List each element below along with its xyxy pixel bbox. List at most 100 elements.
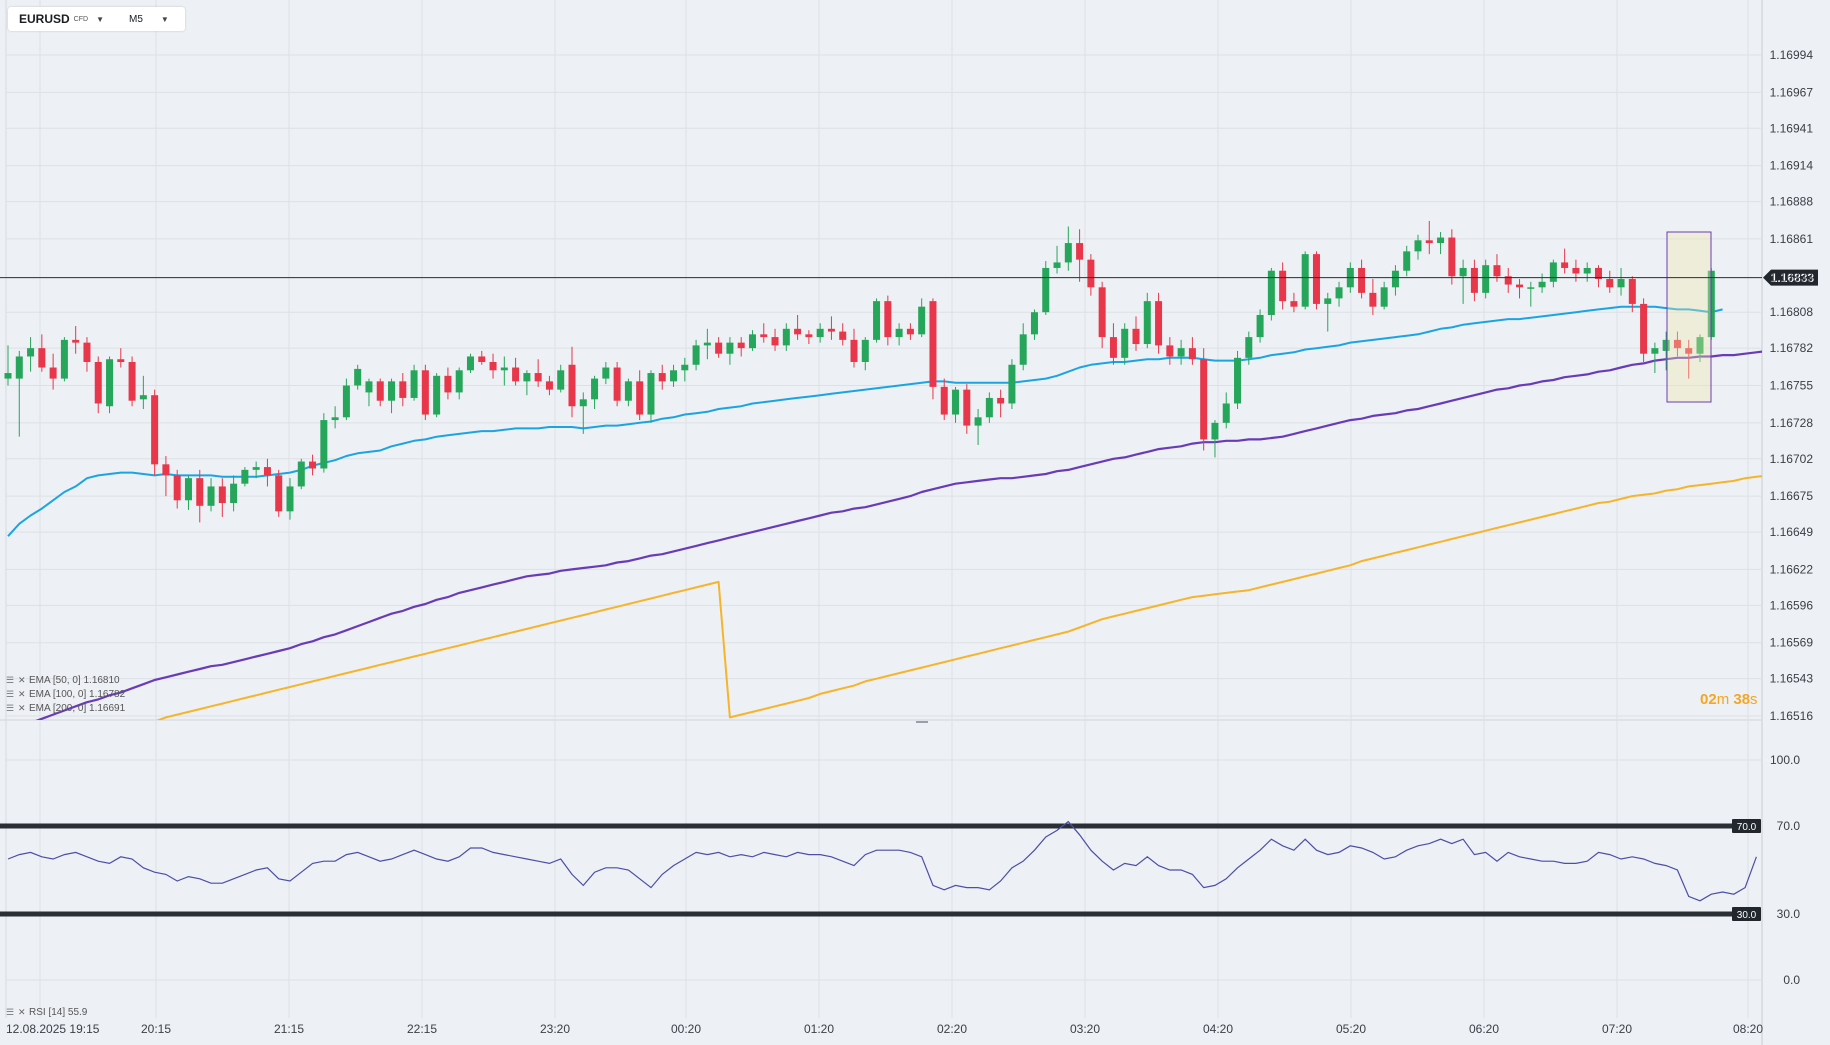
close-icon[interactable]: ✕ bbox=[18, 702, 26, 713]
candle-body bbox=[1583, 267, 1591, 274]
candle-body bbox=[1245, 337, 1253, 358]
candle-body bbox=[681, 364, 689, 371]
candle-body bbox=[760, 334, 768, 338]
price-tick-label: 1.16755 bbox=[1770, 379, 1814, 393]
candle-body bbox=[263, 467, 271, 476]
candle-body bbox=[444, 375, 452, 393]
candle-body bbox=[805, 334, 813, 338]
price-tick-label: 1.16702 bbox=[1770, 452, 1814, 466]
pane-splitter-handle[interactable] bbox=[916, 721, 928, 723]
close-icon[interactable]: ✕ bbox=[18, 688, 26, 699]
ema-100-layer bbox=[35, 350, 1762, 720]
candle-body bbox=[365, 381, 373, 393]
timeframe-dropdown[interactable]: M5 ▼ bbox=[129, 14, 169, 25]
candle-body bbox=[568, 364, 576, 407]
candle-body bbox=[1324, 298, 1332, 304]
time-tick-label: 02:20 bbox=[937, 1022, 967, 1036]
candle-body bbox=[1301, 254, 1309, 307]
price-tick-label: 1.16675 bbox=[1770, 489, 1814, 503]
chevron-down-icon: ▼ bbox=[160, 14, 169, 24]
candle-body bbox=[545, 381, 553, 390]
symbol-dropdown[interactable]: EURUSD CFD ▼ bbox=[19, 12, 129, 26]
candle-body bbox=[342, 385, 350, 418]
ema-100-line bbox=[35, 350, 1762, 720]
candle-body bbox=[1188, 348, 1196, 360]
time-tick-label: 01:20 bbox=[804, 1022, 834, 1036]
candle-body bbox=[354, 368, 362, 386]
candle-body bbox=[771, 337, 779, 346]
candle-body bbox=[196, 478, 204, 506]
candle-body bbox=[1414, 240, 1422, 252]
candle-body bbox=[60, 339, 68, 379]
price-tick-label: 1.16728 bbox=[1770, 416, 1814, 430]
time-tick-label: 08:20 bbox=[1733, 1022, 1763, 1036]
rsi-layer: 70.0 30.0 bbox=[0, 819, 1761, 921]
candle-body bbox=[466, 356, 474, 371]
candle-body bbox=[1019, 334, 1027, 365]
indicator-label: RSI [14] 55.9 bbox=[29, 1006, 88, 1018]
selection-highlight-box bbox=[1666, 231, 1712, 403]
candle-body bbox=[331, 417, 339, 421]
candle-body bbox=[1628, 279, 1636, 304]
indicator-label: EMA [100, 0] 1.16782 bbox=[29, 688, 126, 700]
ema-200-layer bbox=[155, 475, 1762, 720]
candle-body bbox=[918, 306, 926, 335]
time-tick-label: 05:20 bbox=[1336, 1022, 1366, 1036]
candle-body bbox=[1143, 301, 1151, 345]
candle-body bbox=[1234, 357, 1242, 404]
candle-body bbox=[1516, 284, 1524, 288]
candle-body bbox=[162, 464, 170, 476]
chevron-down-icon: ▼ bbox=[96, 14, 104, 24]
candle-body bbox=[252, 467, 260, 470]
rsi-level-label: 30.0 bbox=[1737, 910, 1757, 921]
candle-body bbox=[27, 348, 35, 357]
price-tick-label: 1.16808 bbox=[1770, 305, 1814, 319]
candle-body bbox=[128, 361, 136, 401]
settings-icon[interactable]: ☰ bbox=[6, 674, 15, 685]
close-icon[interactable]: ✕ bbox=[18, 674, 26, 685]
candle-body bbox=[1380, 287, 1388, 307]
candle-body bbox=[38, 348, 46, 368]
candle-body bbox=[613, 367, 621, 401]
candle-body bbox=[139, 395, 147, 400]
indicator-legend-ema200: ☰ ✕ EMA [200, 0] 1.16691 bbox=[6, 702, 125, 714]
price-tick-label: 1.16941 bbox=[1770, 121, 1814, 135]
candle-body bbox=[748, 334, 756, 349]
settings-icon[interactable]: ☰ bbox=[6, 1006, 15, 1017]
candle-body bbox=[692, 345, 700, 365]
candle-body bbox=[184, 478, 192, 501]
candle-body bbox=[117, 359, 125, 362]
candle-body bbox=[1685, 348, 1693, 354]
close-icon[interactable]: ✕ bbox=[18, 1006, 26, 1017]
countdown-seconds-unit: s bbox=[1750, 691, 1758, 708]
candle-body bbox=[1087, 259, 1095, 288]
settings-icon[interactable]: ☰ bbox=[6, 702, 15, 713]
candle-body bbox=[873, 301, 881, 340]
price-tick-label: 1.16833 bbox=[1770, 271, 1814, 285]
candle-countdown: 02m 38s bbox=[1700, 691, 1758, 708]
candle-body bbox=[658, 373, 666, 382]
rsi-level-label: 70.0 bbox=[1737, 822, 1757, 833]
candle-body bbox=[151, 395, 159, 465]
candle-body bbox=[591, 378, 599, 400]
candle-body bbox=[1673, 339, 1681, 349]
time-tick-label: 06:20 bbox=[1469, 1022, 1499, 1036]
candle-body bbox=[388, 381, 396, 401]
ema-50-line bbox=[7, 305, 1723, 537]
candle-body bbox=[500, 367, 508, 371]
candle-body bbox=[1369, 292, 1377, 307]
current-price-badge bbox=[1763, 269, 1818, 286]
candle-body bbox=[1459, 267, 1467, 277]
time-tick-label: 00:20 bbox=[671, 1022, 701, 1036]
candle-body bbox=[1200, 359, 1208, 440]
countdown-minutes-unit: m bbox=[1716, 691, 1730, 708]
settings-icon[interactable]: ☰ bbox=[6, 688, 15, 699]
candle-body bbox=[816, 328, 824, 338]
candle-body bbox=[1403, 251, 1411, 271]
candle-body bbox=[320, 420, 328, 469]
countdown-minutes: 02 bbox=[1700, 691, 1717, 708]
candle-body bbox=[579, 399, 587, 407]
price-tick-label: 1.16516 bbox=[1770, 709, 1814, 723]
